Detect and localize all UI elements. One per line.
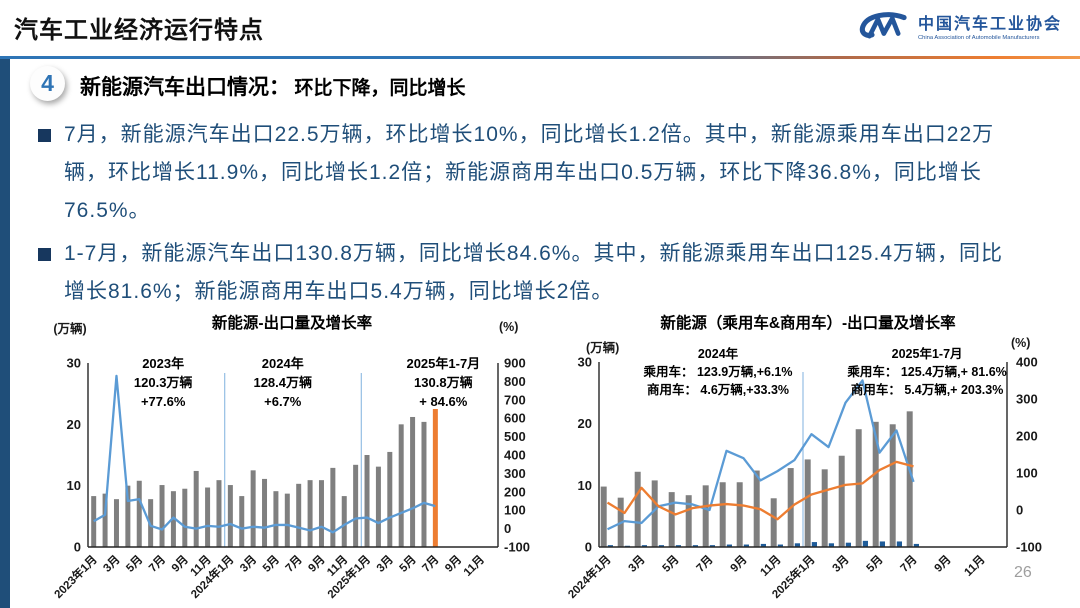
svg-text:3月: 3月: [830, 553, 852, 575]
svg-text:120.3万辆: 120.3万辆: [134, 375, 193, 390]
svg-text:0: 0: [1016, 503, 1023, 518]
svg-text:2023年: 2023年: [142, 356, 184, 371]
header-divider: [0, 56, 1080, 59]
svg-text:9月: 9月: [932, 553, 954, 575]
svg-text:乘用车： 125.4万辆,+ 81.6%: 乘用车： 125.4万辆,+ 81.6%: [846, 364, 1006, 379]
bullet-text: 7月，新能源汽车出口22.5万辆，环比增长10%，同比增长1.2倍。其中，新能源…: [64, 123, 995, 222]
svg-text:新能源-出口量及增长率: 新能源-出口量及增长率: [212, 313, 373, 332]
svg-text:5月: 5月: [397, 553, 419, 575]
svg-text:200: 200: [504, 484, 526, 499]
page-number: 26: [1014, 564, 1032, 581]
svg-text:5月: 5月: [864, 553, 886, 575]
bullet-item: 7月，新能源汽车出口22.5万辆，环比增长10%，同比增长1.2倍。其中，新能源…: [38, 116, 1043, 230]
svg-text:600: 600: [504, 411, 526, 426]
svg-text:7月: 7月: [283, 553, 305, 575]
svg-text:2025年1-7月: 2025年1-7月: [892, 346, 963, 361]
svg-text:0: 0: [74, 540, 81, 555]
svg-text:-100: -100: [504, 540, 530, 555]
svg-text:(万辆): (万辆): [53, 321, 86, 336]
svg-text:9月: 9月: [169, 553, 191, 575]
svg-text:-100: -100: [1016, 540, 1042, 555]
svg-text:(%): (%): [499, 320, 518, 334]
svg-text:100: 100: [504, 503, 526, 518]
svg-text:500: 500: [504, 429, 526, 444]
svg-text:5月: 5月: [124, 553, 146, 575]
svg-text:10: 10: [578, 478, 592, 493]
svg-text:9月: 9月: [306, 553, 328, 575]
bullet-text: 1-7月，新能源汽车出口130.8万辆，同比增长84.6%。其中，新能源乘用车出…: [64, 242, 1003, 303]
svg-text:300: 300: [504, 466, 526, 481]
svg-text:20: 20: [67, 417, 81, 432]
svg-text:11月: 11月: [461, 553, 487, 579]
svg-text:7月: 7月: [146, 553, 168, 575]
caam-logo: 中国汽车工业协会 China Association of Automobile…: [856, 8, 1062, 49]
svg-text:商用车： 5.4万辆,+ 203.3%: 商用车： 5.4万辆,+ 203.3%: [851, 382, 1004, 397]
bullet-item: 1-7月，新能源汽车出口130.8万辆，同比增长84.6%。其中，新能源乘用车出…: [38, 235, 1043, 311]
svg-text:(万辆): (万辆): [586, 340, 619, 355]
svg-text:2023年1月: 2023年1月: [51, 552, 100, 601]
svg-text:300: 300: [1016, 392, 1038, 407]
left-accent-strip: [0, 59, 10, 608]
svg-text:3月: 3月: [626, 553, 648, 575]
bullet-square-icon: [38, 248, 51, 261]
svg-text:400: 400: [504, 448, 526, 463]
svg-text:商用车： 4.6万辆,+33.3%: 商用车： 4.6万辆,+33.3%: [647, 382, 789, 397]
svg-text:3月: 3月: [237, 553, 259, 575]
svg-text:100: 100: [1016, 466, 1038, 481]
section-header: 新能源汽车出口情况： 环比下降，同比增长: [80, 71, 465, 101]
svg-text:20: 20: [578, 416, 592, 431]
svg-text:3月: 3月: [374, 553, 396, 575]
svg-text:3月: 3月: [101, 553, 123, 575]
page-title: 汽车工业经济运行特点: [14, 17, 264, 44]
svg-text:0: 0: [504, 521, 511, 536]
svg-text:2024年: 2024年: [698, 346, 739, 361]
svg-text:30: 30: [578, 355, 592, 370]
svg-text:(%): (%): [1011, 336, 1030, 350]
svg-text:7月: 7月: [898, 553, 920, 575]
bullet-square-icon: [38, 129, 51, 142]
svg-text:5月: 5月: [660, 553, 682, 575]
svg-text:11月: 11月: [962, 553, 988, 579]
svg-text:新能源（乘用车&商用车）-出口量及增长率: 新能源（乘用车&商用车）-出口量及增长率: [660, 313, 956, 332]
svg-text:9月: 9月: [442, 553, 464, 575]
svg-text:30: 30: [67, 356, 81, 371]
svg-text:乘用车： 123.9万辆,+6.1%: 乘用车： 123.9万辆,+6.1%: [642, 364, 792, 379]
svg-text:800: 800: [504, 374, 526, 389]
bullet-list: 7月，新能源汽车出口22.5万辆，环比增长10%，同比增长1.2倍。其中，新能源…: [38, 116, 1043, 311]
svg-text:9月: 9月: [728, 553, 750, 575]
svg-text:900: 900: [504, 356, 526, 371]
svg-text:200: 200: [1016, 429, 1038, 444]
svg-text:+77.6%: +77.6%: [141, 394, 186, 409]
caam-logo-name: 中国汽车工业协会: [917, 15, 1062, 33]
caam-logo-text: 中国汽车工业协会 China Association of Automobile…: [918, 16, 1062, 42]
svg-text:2025年1-7月: 2025年1-7月: [406, 356, 480, 371]
svg-text:128.4万辆: 128.4万辆: [253, 375, 312, 390]
svg-text:0: 0: [585, 540, 592, 555]
svg-text:2024年1月: 2024年1月: [565, 552, 614, 601]
svg-text:+6.7%: +6.7%: [264, 394, 302, 409]
svg-text:130.8万辆: 130.8万辆: [414, 375, 473, 390]
section-number-badge: 4: [30, 66, 65, 101]
svg-text:2024年: 2024年: [262, 356, 304, 371]
svg-text:11月: 11月: [758, 553, 784, 579]
caam-logo-subname: China Association of Automobile Manufact…: [917, 34, 1040, 41]
svg-text:700: 700: [504, 392, 526, 407]
caam-logo-mark-icon: [856, 8, 910, 49]
svg-text:10: 10: [67, 478, 81, 493]
svg-text:+ 84.6%: + 84.6%: [419, 394, 468, 409]
svg-text:7月: 7月: [694, 553, 716, 575]
svg-text:7月: 7月: [420, 553, 442, 575]
section-title: 新能源汽车出口情况：: [80, 76, 290, 99]
section-subtitle: 环比下降，同比增长: [294, 78, 466, 99]
svg-text:400: 400: [1016, 355, 1038, 370]
svg-text:5月: 5月: [260, 553, 282, 575]
nev-export-volume-growth-chart: 30201009008007006005004003002001000-1002…: [51, 313, 530, 601]
